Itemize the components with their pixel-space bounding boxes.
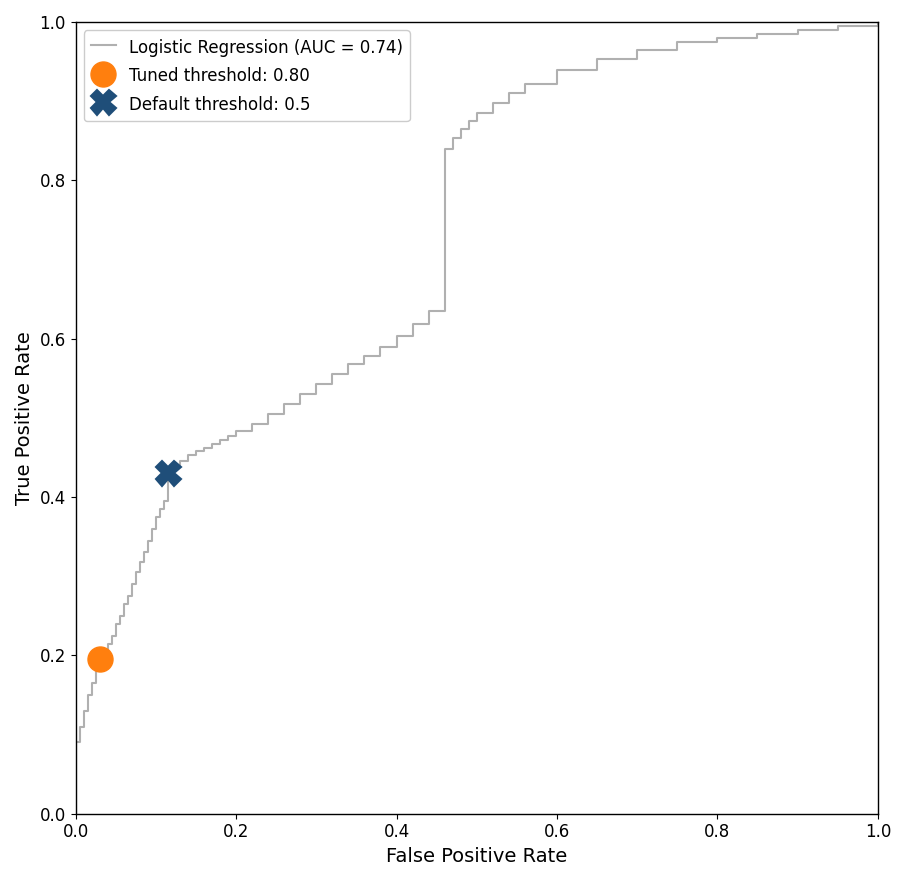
Logistic Regression (AUC = 0.74) (94, 654, 105, 664)
Logistic Regression (AUC = 0.74) (122, 591, 133, 602)
Y-axis label: True Positive Rate: True Positive Rate (15, 331, 34, 505)
Logistic Regression (AUC = 0.74) (198, 442, 209, 453)
Logistic Regression (AUC = 0.74) (71, 809, 82, 819)
X-axis label: False Positive Rate: False Positive Rate (386, 847, 567, 866)
Logistic Regression (AUC = 0.74) (119, 598, 130, 609)
Logistic Regression (AUC = 0.74) (142, 536, 153, 546)
Logistic Regression (AUC = 0.74) (150, 512, 161, 522)
Legend: Logistic Regression (AUC = 0.74), Tuned threshold: 0.80, Default threshold: 0.5: Logistic Regression (AUC = 0.74), Tuned … (84, 30, 410, 122)
Line: Logistic Regression (AUC = 0.74): Logistic Regression (AUC = 0.74) (76, 22, 878, 814)
Logistic Regression (AUC = 0.74) (872, 17, 883, 27)
